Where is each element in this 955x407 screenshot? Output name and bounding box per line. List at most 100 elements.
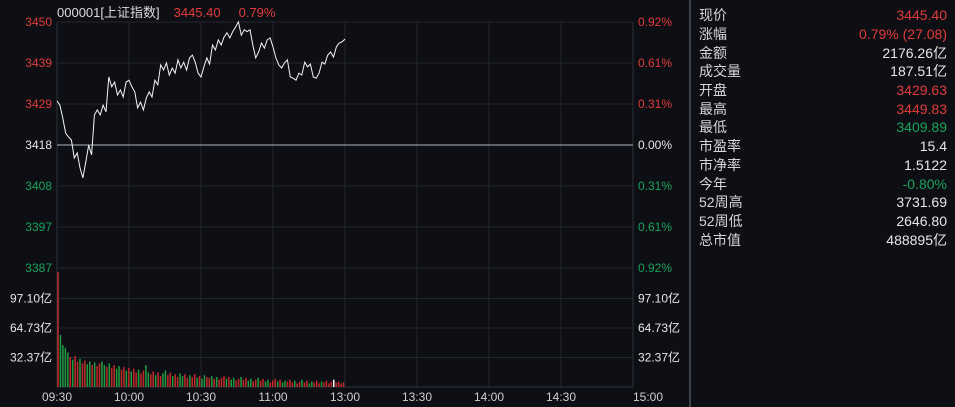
volume-bar xyxy=(333,379,335,387)
time-axis-label: 11:00 xyxy=(258,390,287,404)
volume-bar xyxy=(132,368,135,387)
volume-bar xyxy=(101,361,103,387)
volume-bar xyxy=(186,377,189,387)
volume-bar xyxy=(206,376,208,387)
volume-bar xyxy=(142,370,145,387)
quote-value: 3429.63 xyxy=(896,82,947,99)
intraday-chart[interactable]: 09:30 10:00 10:30 11:00 13:00 13:30 14:00 14:30… xyxy=(0,0,690,407)
volume-bar xyxy=(225,378,228,387)
volume-bar xyxy=(96,366,98,387)
volume-bar xyxy=(125,370,128,387)
quote-row: 今年 -0.80% xyxy=(699,174,947,193)
volume-bar xyxy=(118,366,120,387)
volume-bar xyxy=(81,363,84,387)
quote-label: 52周高 xyxy=(699,194,743,211)
time-axis-label: 14:00 xyxy=(474,390,504,404)
volume-bar xyxy=(211,376,213,387)
quote-label: 今年 xyxy=(699,175,727,192)
price-axis-label: 3387 xyxy=(25,261,52,275)
volume-bar xyxy=(330,381,333,387)
volume-bar xyxy=(293,380,296,387)
price-line xyxy=(56,20,346,179)
volume-bar xyxy=(235,380,237,387)
volume-bar xyxy=(267,379,269,387)
volume-bar xyxy=(284,380,286,387)
percent-axis-label: 0.31% xyxy=(638,179,672,193)
volume-bar xyxy=(120,369,123,387)
quote-value: 15.4 xyxy=(919,138,947,155)
volume-bar xyxy=(308,383,311,387)
quote-row: 最高 3449.83 xyxy=(699,99,947,118)
quote-value: 0.79% (27.08) xyxy=(859,26,947,43)
volume-bar xyxy=(269,382,272,387)
volume-bar xyxy=(289,379,291,387)
time-axis-label: 10:00 xyxy=(114,390,144,404)
intraday-chart-panel: 000001[上证指数] 3445.40 0.79% 09:30 10:00 10:30… xyxy=(0,0,690,407)
panel-divider xyxy=(689,0,691,407)
quote-label: 成交量 xyxy=(699,63,741,80)
volume-bar xyxy=(325,380,328,387)
quote-label: 现价 xyxy=(699,7,727,24)
percent-axis-label: 0.92% xyxy=(638,261,672,275)
price-axis-label: 3450 xyxy=(25,15,52,29)
volume-bar xyxy=(140,373,142,387)
volume-bar xyxy=(301,379,303,387)
volume-bar xyxy=(71,359,74,387)
volume-bar xyxy=(106,366,108,387)
quote-value: 2646.80 xyxy=(896,212,947,229)
volume-bar xyxy=(150,374,152,387)
volume-bar xyxy=(152,371,154,387)
volume-bar xyxy=(115,368,118,387)
volume-bar xyxy=(198,376,201,387)
volume-bar xyxy=(218,379,220,387)
time-axis-label: 09:30 xyxy=(42,390,72,404)
quote-label: 开盘 xyxy=(699,82,727,99)
quote-label: 总市值 xyxy=(699,231,741,248)
quote-row: 现价 3445.40 xyxy=(699,6,947,25)
volume-bar xyxy=(113,365,115,387)
volume-bar xyxy=(176,376,179,387)
volume-bar xyxy=(110,367,113,387)
volume-bar xyxy=(318,383,320,387)
volume-bar xyxy=(130,371,132,387)
volume-axis-label: 97.10亿 xyxy=(10,291,52,306)
time-axis-label: 14:30 xyxy=(546,390,576,404)
price-axis-label: 3418 xyxy=(25,138,52,152)
volume-bar xyxy=(93,362,96,387)
volume-bar xyxy=(240,376,242,387)
volume-bar xyxy=(313,382,315,387)
volume-bar xyxy=(69,356,71,387)
quote-row: 涨幅 0.79% (27.08) xyxy=(699,25,947,44)
quote-label: 市净率 xyxy=(699,156,741,173)
volume-bar xyxy=(291,382,294,387)
chart-header: 000001[上证指数] 3445.40 0.79% xyxy=(57,2,275,21)
volume-bar xyxy=(213,378,215,387)
volume-bar xyxy=(179,373,181,387)
volume-bar xyxy=(76,361,79,387)
quote-label: 市盈率 xyxy=(699,138,741,155)
price-axis-label: 3439 xyxy=(25,56,52,70)
volume-bar xyxy=(252,381,254,387)
quote-panel: 现价 3445.40 涨幅 0.79% (27.08) 金额 2176.26亿 成交量 187… xyxy=(691,6,955,249)
volume-bar xyxy=(162,373,164,387)
volume-bar xyxy=(250,378,252,387)
volume-bar xyxy=(193,374,196,387)
volume-bar xyxy=(84,360,86,387)
quote-value: -0.80% xyxy=(902,175,947,192)
volume-bar xyxy=(264,381,267,387)
volume-bar xyxy=(98,363,101,387)
volume-bar xyxy=(276,381,279,387)
price-axis-label: 3429 xyxy=(25,97,52,111)
quote-row: 52周低 2646.80 xyxy=(699,212,947,231)
volume-bar xyxy=(335,382,337,387)
volume-bar xyxy=(169,372,172,387)
time-axis-label: 13:30 xyxy=(402,390,432,404)
volume-bar xyxy=(286,381,289,387)
percent-axis-label: 0.61% xyxy=(638,56,672,70)
volume-bar xyxy=(272,380,274,387)
quote-row: 52周高 3731.69 xyxy=(699,193,947,212)
quote-value: 2176.26亿 xyxy=(882,44,947,61)
volume-bar xyxy=(320,381,323,387)
volume-axis-label: 32.37亿 xyxy=(10,350,52,365)
